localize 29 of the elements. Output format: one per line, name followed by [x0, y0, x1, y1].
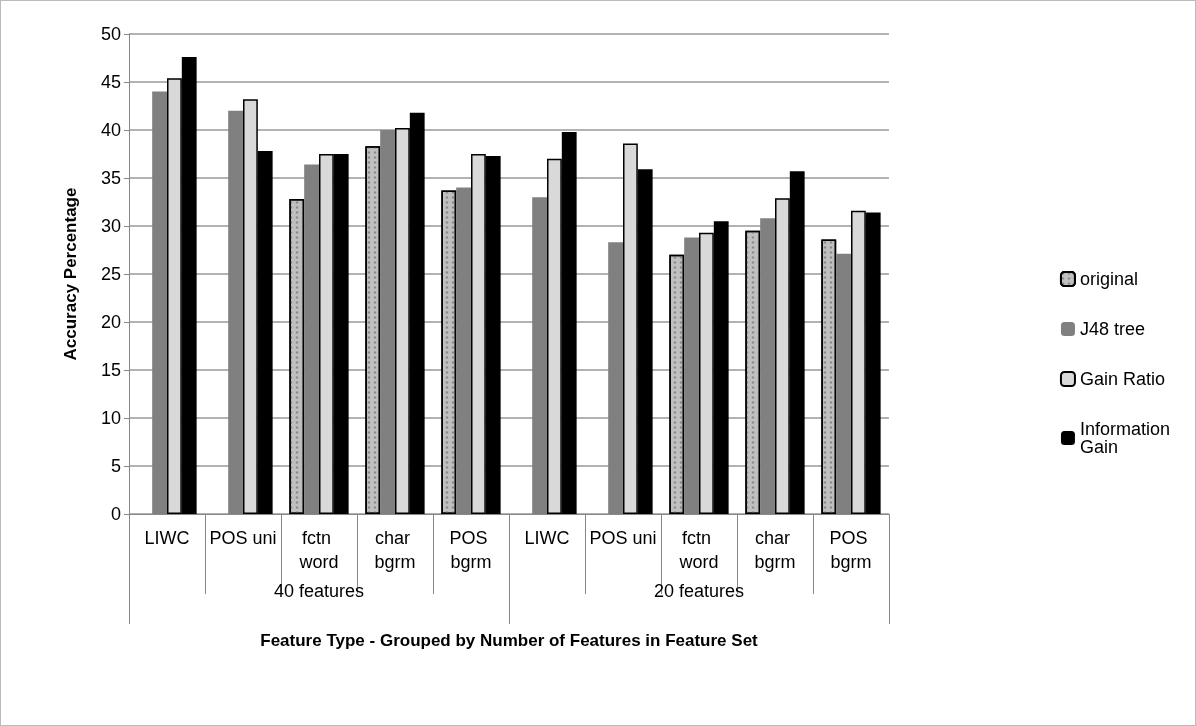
y-tick-label: 45 [100, 72, 121, 92]
legend-label: J48 tree [1079, 319, 1145, 339]
x-tick-label: fctn word [298, 528, 339, 572]
x-tick-label: char bgrm [374, 528, 416, 572]
x-tick-label: LIWC [144, 528, 190, 548]
legend-label: Gain Ratio [1079, 369, 1165, 389]
legend-label: Information Gain [1079, 419, 1175, 457]
legend-label: original [1079, 269, 1138, 289]
x-tick-label: POS bgrm [829, 528, 873, 572]
x-tick-label: POS uni [209, 528, 277, 548]
y-tick-label: 25 [100, 264, 121, 284]
y-tick-label: 15 [100, 360, 121, 380]
y-tick-label: 0 [110, 504, 121, 524]
y-tick-label: 35 [100, 168, 121, 188]
y-tick-label: 20 [100, 312, 121, 332]
x-tick-label: fctn word [678, 528, 719, 572]
x-tick-label: char bgrm [754, 528, 796, 572]
y-tick-label: 30 [100, 216, 121, 236]
y-tick-label: 5 [110, 456, 121, 476]
x-tick-label: POS bgrm [449, 528, 493, 572]
text: 40 features [273, 581, 365, 601]
y-tick-label: 10 [100, 408, 121, 428]
y-tick-label: 50 [100, 24, 121, 44]
text: 20 features [653, 581, 745, 601]
x-axis-title: Feature Type - Grouped by Number of Features in Feature Set [260, 631, 759, 650]
y-axis-title: Accuracy Percentage [61, 187, 80, 361]
x-tick-label: LIWC [524, 528, 570, 548]
x-tick-label: POS uni [589, 528, 657, 548]
y-tick-label: 40 [100, 120, 121, 140]
